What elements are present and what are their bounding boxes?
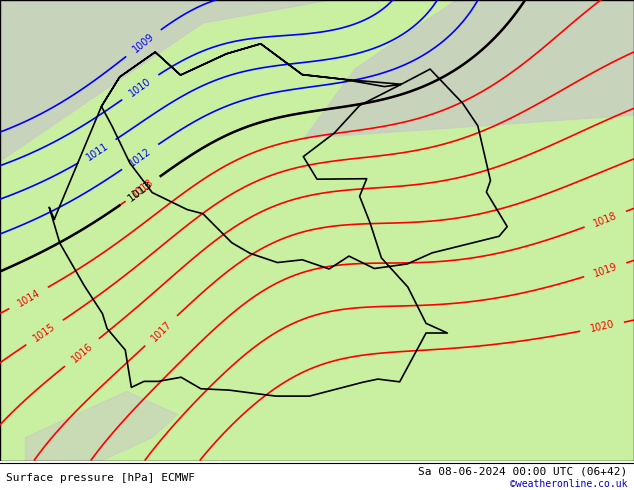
Text: 1019: 1019 <box>592 261 619 279</box>
Text: 1016: 1016 <box>69 341 94 364</box>
Text: 1013: 1013 <box>131 177 156 200</box>
Text: 1020: 1020 <box>589 319 615 334</box>
Text: 1012: 1012 <box>127 146 153 168</box>
Text: ©weatheronline.co.uk: ©weatheronline.co.uk <box>510 479 628 489</box>
Text: 1017: 1017 <box>149 318 174 343</box>
Text: 1018: 1018 <box>592 210 619 228</box>
Text: 1013: 1013 <box>126 178 154 203</box>
Text: Sa 08-06-2024 00:00 UTC (06+42): Sa 08-06-2024 00:00 UTC (06+42) <box>418 466 628 476</box>
Text: 1011: 1011 <box>84 141 110 162</box>
Text: 1014: 1014 <box>16 288 42 309</box>
Text: 1009: 1009 <box>131 31 156 54</box>
Text: Surface pressure [hPa] ECMWF: Surface pressure [hPa] ECMWF <box>6 473 195 483</box>
Polygon shape <box>25 392 178 461</box>
Polygon shape <box>0 0 330 161</box>
Text: 1010: 1010 <box>127 76 153 98</box>
Polygon shape <box>304 0 634 138</box>
Text: 1015: 1015 <box>32 321 58 343</box>
Bar <box>0 0 634 461</box>
